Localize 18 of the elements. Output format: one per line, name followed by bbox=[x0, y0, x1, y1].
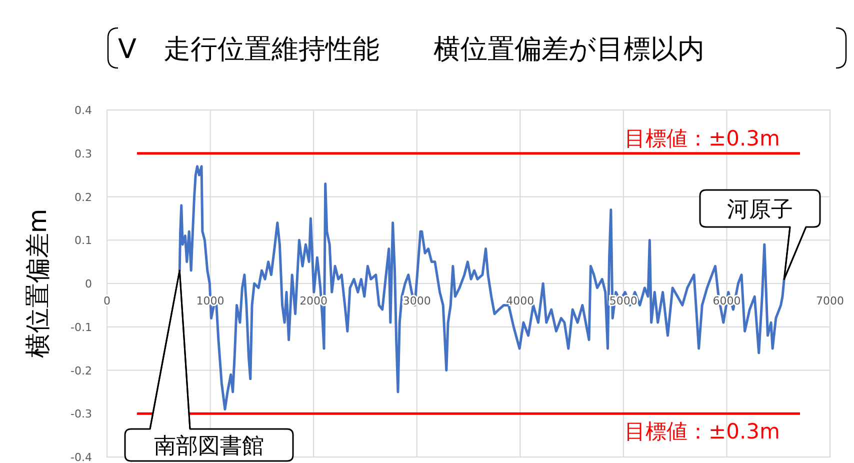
x-tick-label: 4000 bbox=[506, 294, 534, 308]
ref-line-label: 目標値：±0.3m bbox=[624, 420, 780, 444]
y-tick-label: 0.4 bbox=[74, 104, 92, 117]
y-tick-label: -0.4 bbox=[70, 451, 92, 463]
annotation: 河原子 bbox=[727, 198, 793, 222]
y-axis-title: 横位置偏差m bbox=[23, 208, 52, 358]
y-tick-label: 0.2 bbox=[74, 190, 92, 204]
y-tick-label: 0.3 bbox=[74, 147, 92, 160]
chart-title: V 走行位置維持性能 横位置偏差が目標以内 bbox=[118, 34, 704, 65]
x-tick-label: 0 bbox=[104, 294, 110, 308]
y-tick-label: 0.1 bbox=[74, 234, 92, 248]
y-tick-label: -0.2 bbox=[70, 364, 92, 378]
y-tick-label: -0.1 bbox=[70, 320, 92, 334]
x-tick-label: 7000 bbox=[816, 294, 844, 308]
y-tick-label: -0.3 bbox=[70, 408, 92, 421]
y-tick-label: 0 bbox=[85, 278, 92, 290]
annotation: 南部図書館 bbox=[154, 434, 264, 459]
ref-line-label: 目標値：±0.3m bbox=[624, 126, 780, 150]
